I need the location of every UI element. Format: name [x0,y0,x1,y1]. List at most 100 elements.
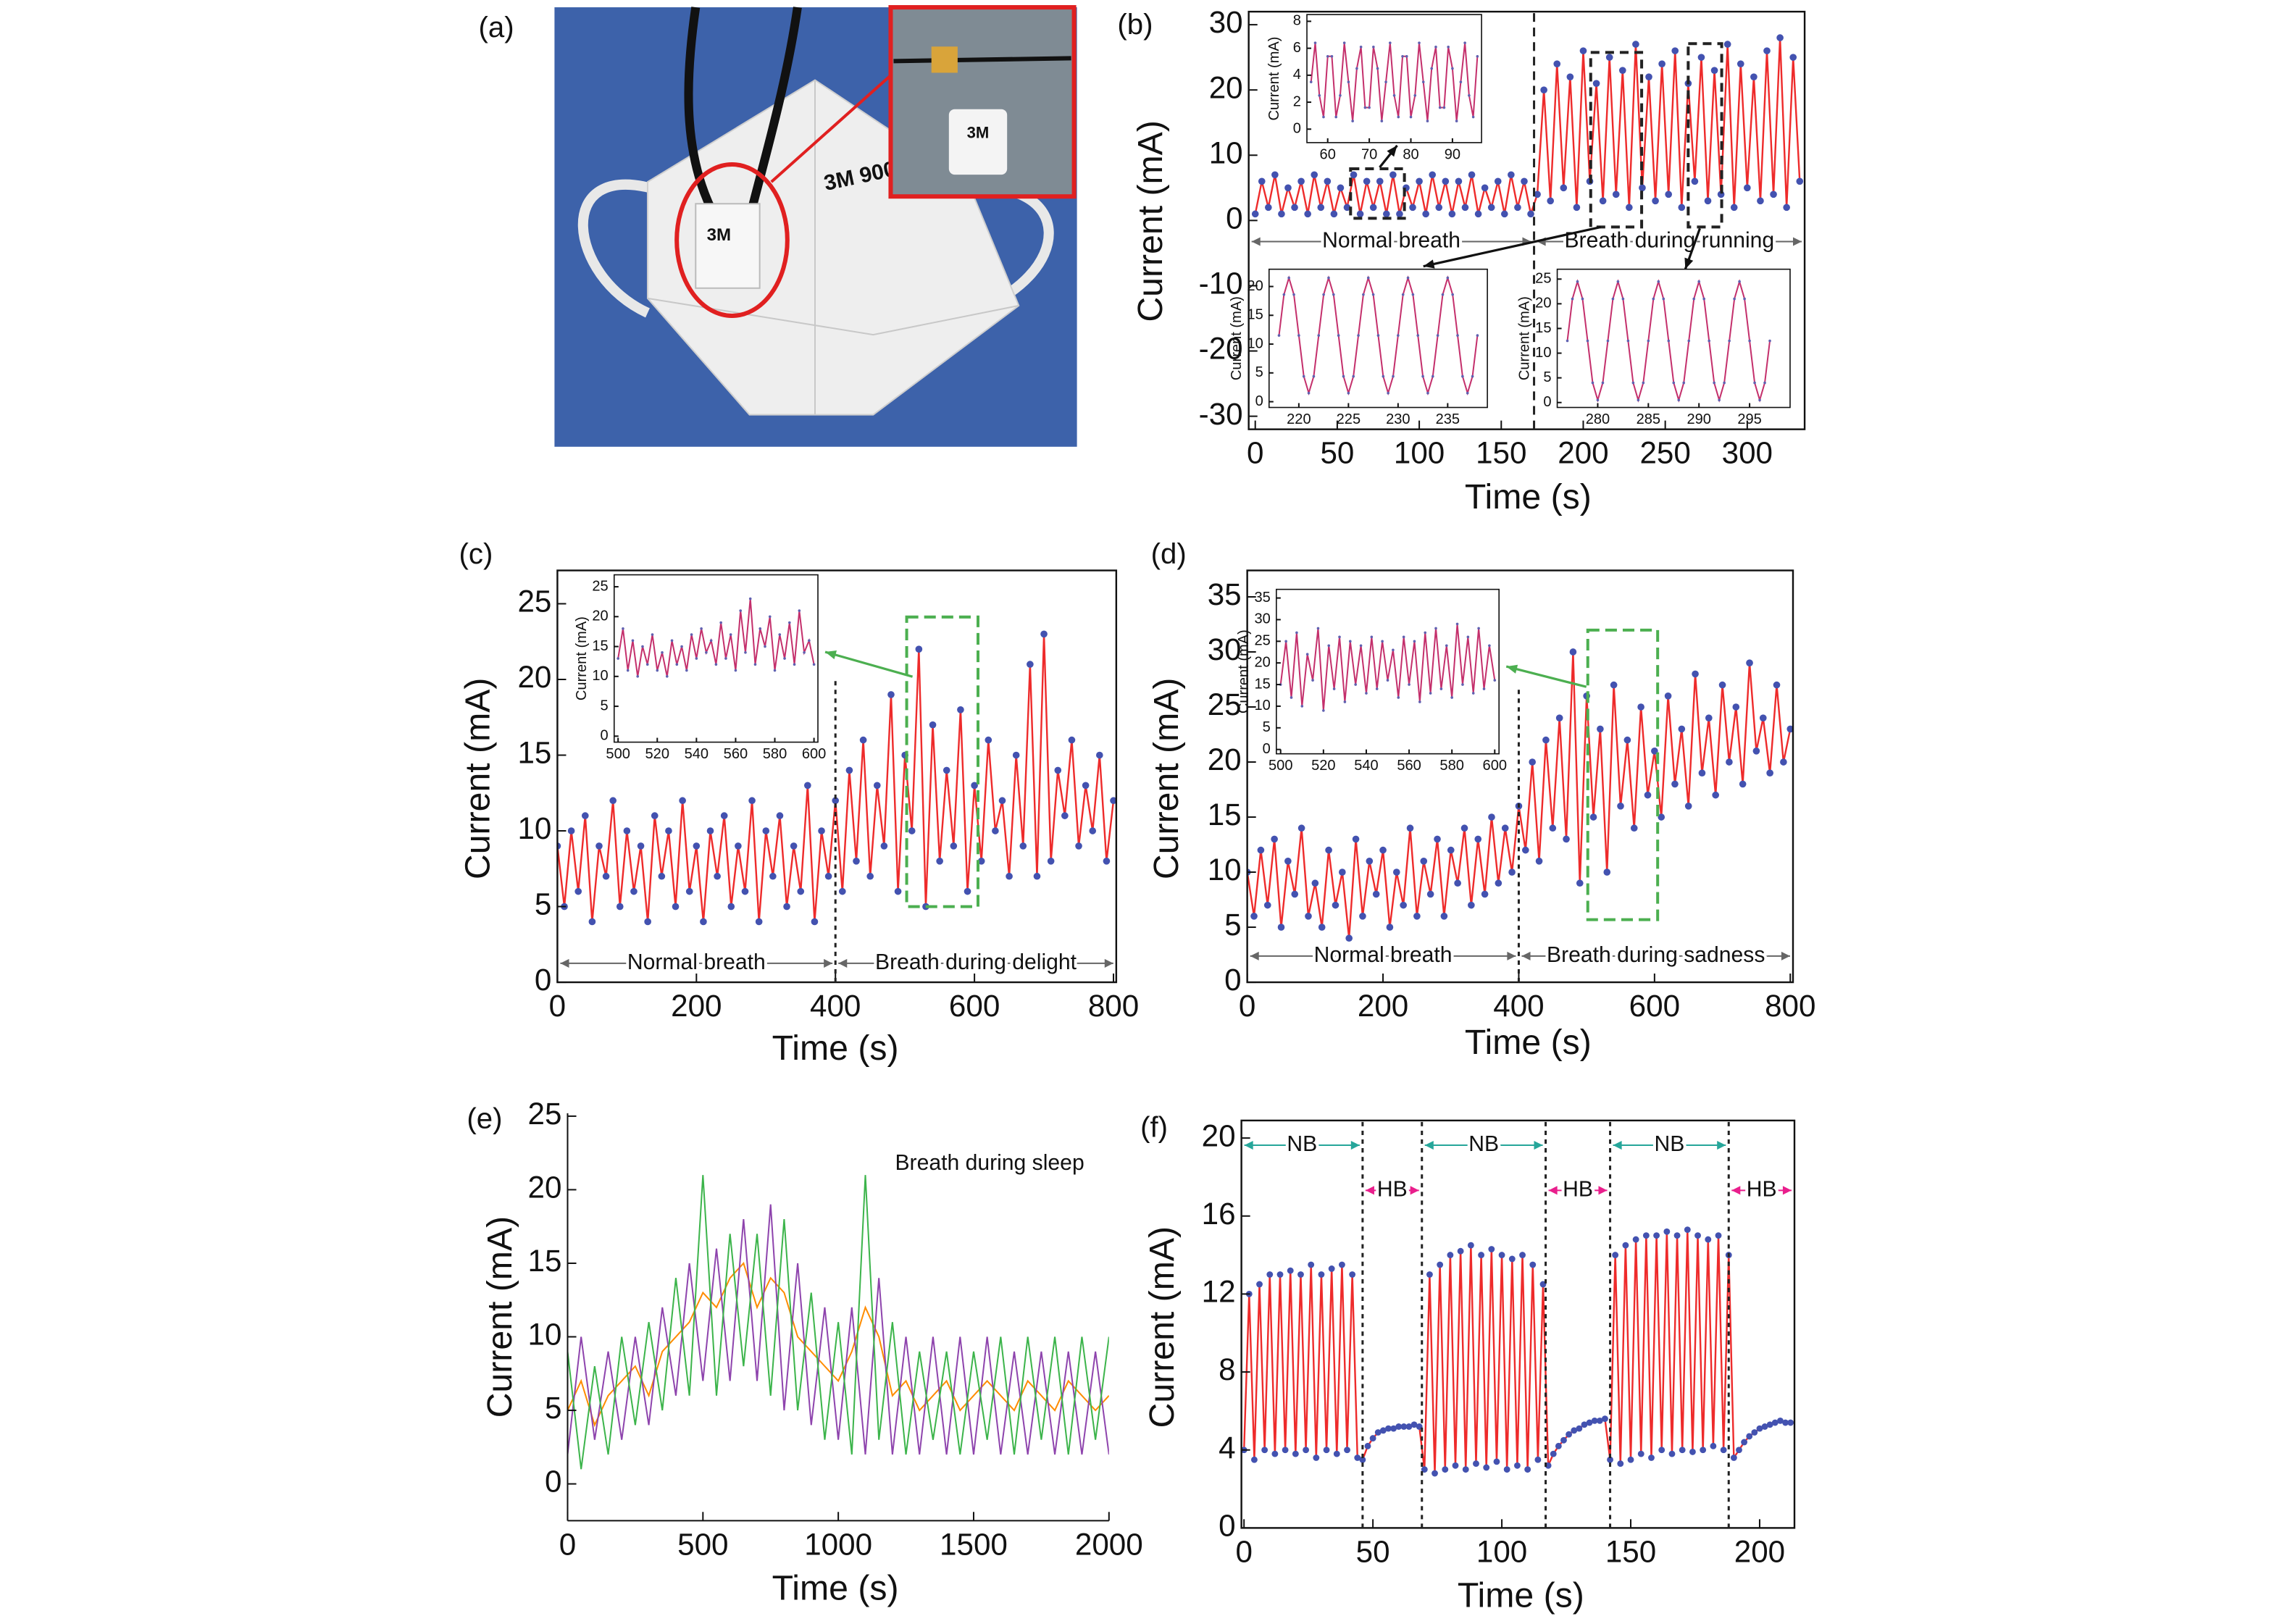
pointer-arrow [824,650,914,678]
data-point [1300,705,1304,708]
data-point [1728,339,1731,343]
arrow-head [1244,1141,1253,1150]
y-tick-label: 5 [1255,364,1263,380]
data-point [1697,54,1705,61]
inset-chip [931,46,958,73]
y-tick-label: 6 [1293,40,1301,56]
data-point [1441,293,1445,296]
data-point [1535,858,1543,865]
data-point [1777,1417,1784,1424]
data-point [1555,1442,1562,1449]
data-point [1447,1252,1454,1259]
x-axis-label: Time (s) [772,1029,899,1068]
data-point [595,842,603,850]
data-point [998,797,1006,805]
data-point [1712,791,1720,799]
data-point [768,615,772,619]
plot-area [617,597,816,678]
data-point [1250,913,1258,920]
data-point [762,827,770,834]
y-tick-label: 15 [1254,676,1270,692]
data-point [1359,1456,1366,1463]
data-point [1387,391,1389,395]
data-point [1752,747,1760,755]
data-point [1687,339,1691,343]
y-tick-label: 10 [592,668,608,684]
sensor-text: 3M [707,225,731,245]
y-tick-label: 10 [1254,698,1270,713]
data-point [1392,93,1396,97]
x-tick-label: 80 [1403,146,1418,162]
x-tick-label: 0 [549,989,566,1023]
x-tick-label: 600 [802,746,826,762]
data-point [1426,1271,1433,1278]
arrow-head [1521,951,1531,960]
data-point [1678,204,1686,212]
inset-background [1276,589,1500,754]
data-point [1429,692,1432,695]
data-point [1476,334,1479,337]
data-point [1786,725,1794,733]
data-point [1468,93,1471,97]
panel-label: (f) [1140,1111,1168,1144]
x-axis-label: Time (s) [1458,1576,1584,1615]
x-tick-label: 520 [645,746,670,762]
x-tick-label: 200 [1734,1534,1785,1568]
data-point [1392,374,1395,378]
y-tick-label: 0 [1219,1509,1235,1543]
data-point [1796,177,1804,185]
data-point [1732,703,1740,711]
y-tick-label: 15 [1535,320,1551,336]
y-tick-label: 10 [1208,853,1242,887]
data-point [1392,648,1395,652]
data-point [665,675,669,678]
data-point [1380,120,1384,122]
data-point [1376,67,1379,70]
data-point [1691,177,1699,185]
data-point [609,797,617,805]
x-tick-label: 235 [1436,411,1460,427]
data-point [1736,1447,1742,1454]
x-tick-label: 50 [1356,1534,1390,1568]
data-point [1333,1450,1340,1457]
annotation: HB [1747,1177,1777,1201]
data-point [1454,879,1461,887]
data-point [1471,374,1474,378]
data-point [1487,204,1495,212]
highlight-circle [674,162,790,318]
x-tick-label: 400 [810,989,861,1023]
data-point [1704,197,1712,205]
data-point [1327,276,1330,280]
data-point [1723,41,1731,48]
data-point [894,887,902,895]
data-point [1461,683,1464,686]
y-tick-label: 35 [1208,577,1242,611]
data-point [1715,1232,1722,1239]
data-point [1409,115,1413,119]
data-point [1344,1447,1350,1454]
y-tick-label: 10 [1247,335,1263,351]
data-point [1292,1450,1299,1457]
x-tick-label: 520 [1311,758,1335,774]
highlight-box [1586,628,1660,921]
data-point [1442,1466,1449,1473]
plot-frame [1268,268,1488,409]
highlight-box [1349,167,1406,220]
data-point [943,766,950,774]
data-point [1658,1447,1665,1454]
y-axis-label: Current (mA) [1229,296,1245,380]
data-point [1332,293,1335,296]
data-point [832,797,840,805]
data-point [1455,177,1463,185]
ear-loop [577,179,656,318]
data-point [1682,381,1686,385]
data-point [915,645,923,653]
data-point [1430,67,1434,70]
y-axis-label: Current (mA) [459,678,498,880]
inset-wire [893,56,1071,64]
highlight-box [1687,42,1723,229]
data-point [1555,714,1563,722]
x-tick-label: 60 [1320,146,1336,162]
arrow-head [1613,1141,1622,1150]
data-point [1757,197,1764,205]
